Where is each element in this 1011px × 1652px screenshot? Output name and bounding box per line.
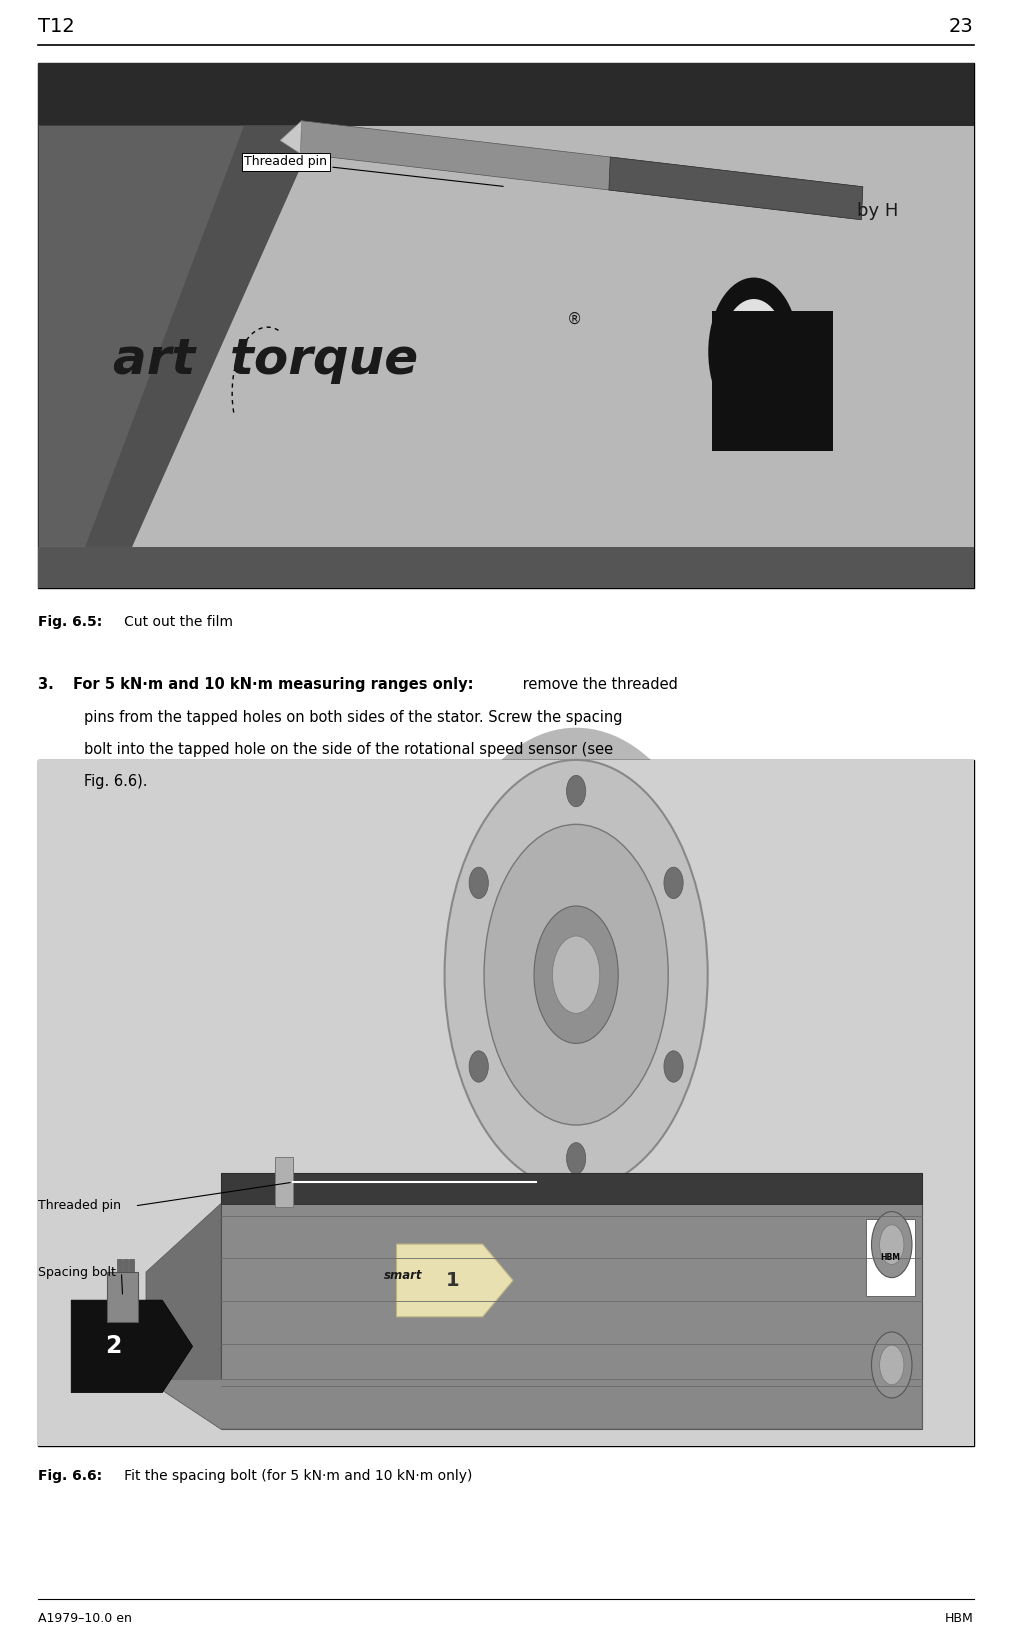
Text: Threaded pin: Threaded pin [244,155,502,187]
Bar [128,1259,133,1272]
Polygon shape [146,1379,921,1429]
Text: by H: by H [855,203,897,220]
Circle shape [708,278,799,426]
Bar [107,1272,137,1322]
Text: 1: 1 [445,1270,459,1290]
Text: Fig. 6.5:: Fig. 6.5: [38,615,102,628]
Circle shape [663,867,682,899]
Text: Fig. 6.6).: Fig. 6.6). [84,773,148,790]
Polygon shape [609,157,862,220]
Bar [865,1219,914,1295]
Circle shape [879,1224,903,1264]
Circle shape [735,322,771,382]
Polygon shape [71,1300,192,1393]
Bar [116,1259,121,1272]
Polygon shape [38,126,318,547]
Circle shape [534,905,618,1044]
Text: remove the threaded: remove the threaded [518,677,677,692]
Polygon shape [146,1204,220,1429]
Text: ®: ® [566,311,581,327]
Text: HBM: HBM [880,1252,900,1262]
Text: bolt into the tapped hole on the side of the rotational speed sensor (see: bolt into the tapped hole on the side of… [84,742,613,757]
Text: art  torque: art torque [113,335,418,385]
Circle shape [566,1143,585,1175]
Polygon shape [396,1244,513,1317]
Bar [711,311,832,451]
Text: Fit the spacing bolt (for 5 kN·m and 10 kN·m only): Fit the spacing bolt (for 5 kN·m and 10 … [111,1469,472,1482]
Text: 3.: 3. [38,677,67,692]
Circle shape [566,775,585,806]
Circle shape [425,727,727,1222]
Bar [38,760,973,1446]
Text: 2: 2 [105,1335,121,1358]
Text: Fig. 6.6:: Fig. 6.6: [38,1469,102,1482]
Bar [38,760,973,1446]
Circle shape [721,299,786,405]
Text: Cut out the film: Cut out the film [111,615,234,628]
Text: pins from the tapped holes on both sides of the stator. Screw the spacing: pins from the tapped holes on both sides… [84,710,622,725]
Bar [38,547,973,588]
Circle shape [483,824,667,1125]
Text: T12: T12 [38,17,75,36]
Circle shape [870,1211,911,1277]
Circle shape [469,1051,488,1082]
Text: HBM: HBM [944,1612,973,1626]
Polygon shape [300,121,862,220]
Polygon shape [85,126,318,547]
Polygon shape [280,121,301,154]
Circle shape [444,760,707,1189]
Circle shape [552,937,600,1013]
Text: Spacing bolt: Spacing bolt [38,1265,116,1279]
Circle shape [879,1345,903,1384]
Bar [220,1173,921,1429]
Bar [275,1158,293,1208]
Text: Threaded pin: Threaded pin [38,1199,121,1213]
Circle shape [870,1332,911,1398]
Bar [220,1173,921,1204]
Bar [38,63,973,126]
Circle shape [663,1051,682,1082]
Text: smart: smart [383,1269,422,1282]
Text: 23: 23 [948,17,973,36]
Bar [38,63,973,588]
Text: For 5 kN·m and 10 kN·m measuring ranges only:: For 5 kN·m and 10 kN·m measuring ranges … [73,677,473,692]
Bar [122,1259,127,1272]
Text: A1979–10.0 en: A1979–10.0 en [38,1612,132,1626]
Polygon shape [131,126,973,547]
Circle shape [469,867,488,899]
